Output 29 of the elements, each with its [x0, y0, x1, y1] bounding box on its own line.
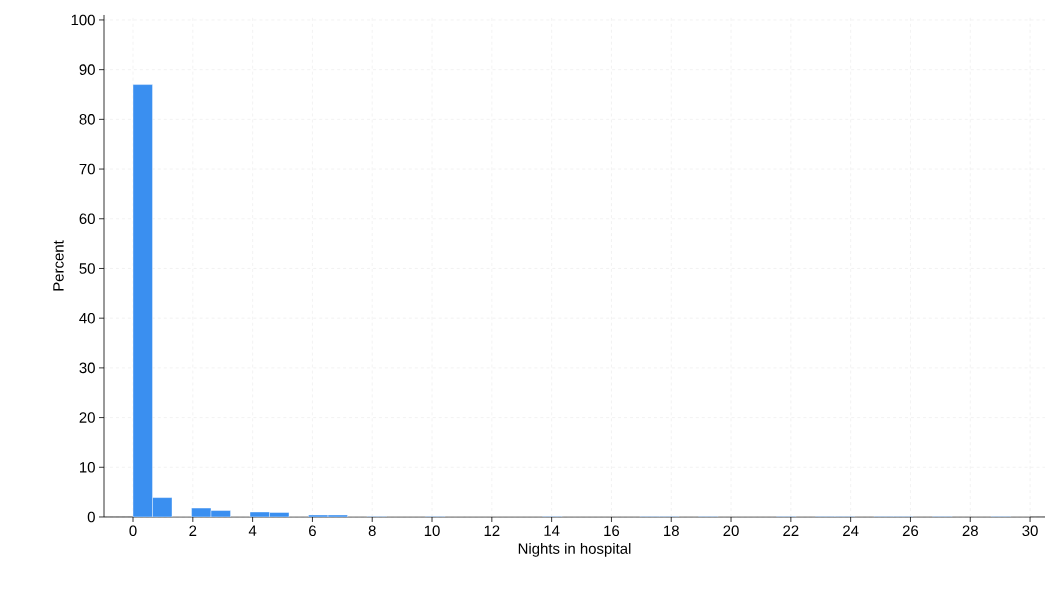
y-tick-label: 90: [79, 64, 95, 75]
x-tick-label: 26: [902, 525, 919, 537]
x-axis-title: Nights in hospital: [518, 542, 631, 557]
x-tick-label: 8: [368, 525, 376, 537]
x-tick-label: 14: [544, 525, 560, 536]
y-tick-label: 30: [79, 362, 95, 374]
x-tick-label: 12: [484, 525, 500, 536]
y-tick-label: 80: [79, 114, 95, 125]
y-tick-label: 50: [79, 263, 95, 274]
y-tick-label: 40: [79, 312, 95, 324]
y-tick-label: 0: [87, 511, 95, 523]
y-tick-label: 100: [71, 14, 95, 26]
x-tick-label: 10: [424, 525, 440, 537]
x-tick-label: 28: [962, 525, 978, 537]
x-tick-label: 6: [309, 525, 316, 537]
x-tick-label: 0: [129, 525, 137, 537]
x-tick-label: 22: [783, 525, 799, 536]
x-tick-label: 20: [723, 525, 739, 537]
x-tick-label: 16: [604, 525, 620, 537]
x-tick-label: 4: [248, 525, 257, 536]
x-tick-label: 30: [1022, 525, 1038, 537]
x-tick-label: 24: [843, 525, 859, 536]
y-axis-title: Percent: [53, 240, 64, 291]
y-tick-label: 70: [79, 163, 95, 175]
y-tick-label: 10: [80, 461, 95, 473]
x-tick-label: 2: [189, 525, 197, 536]
x-tick-label: 18: [664, 525, 679, 537]
y-tick-label: 20: [79, 412, 95, 423]
y-tick-label: 60: [79, 213, 95, 225]
